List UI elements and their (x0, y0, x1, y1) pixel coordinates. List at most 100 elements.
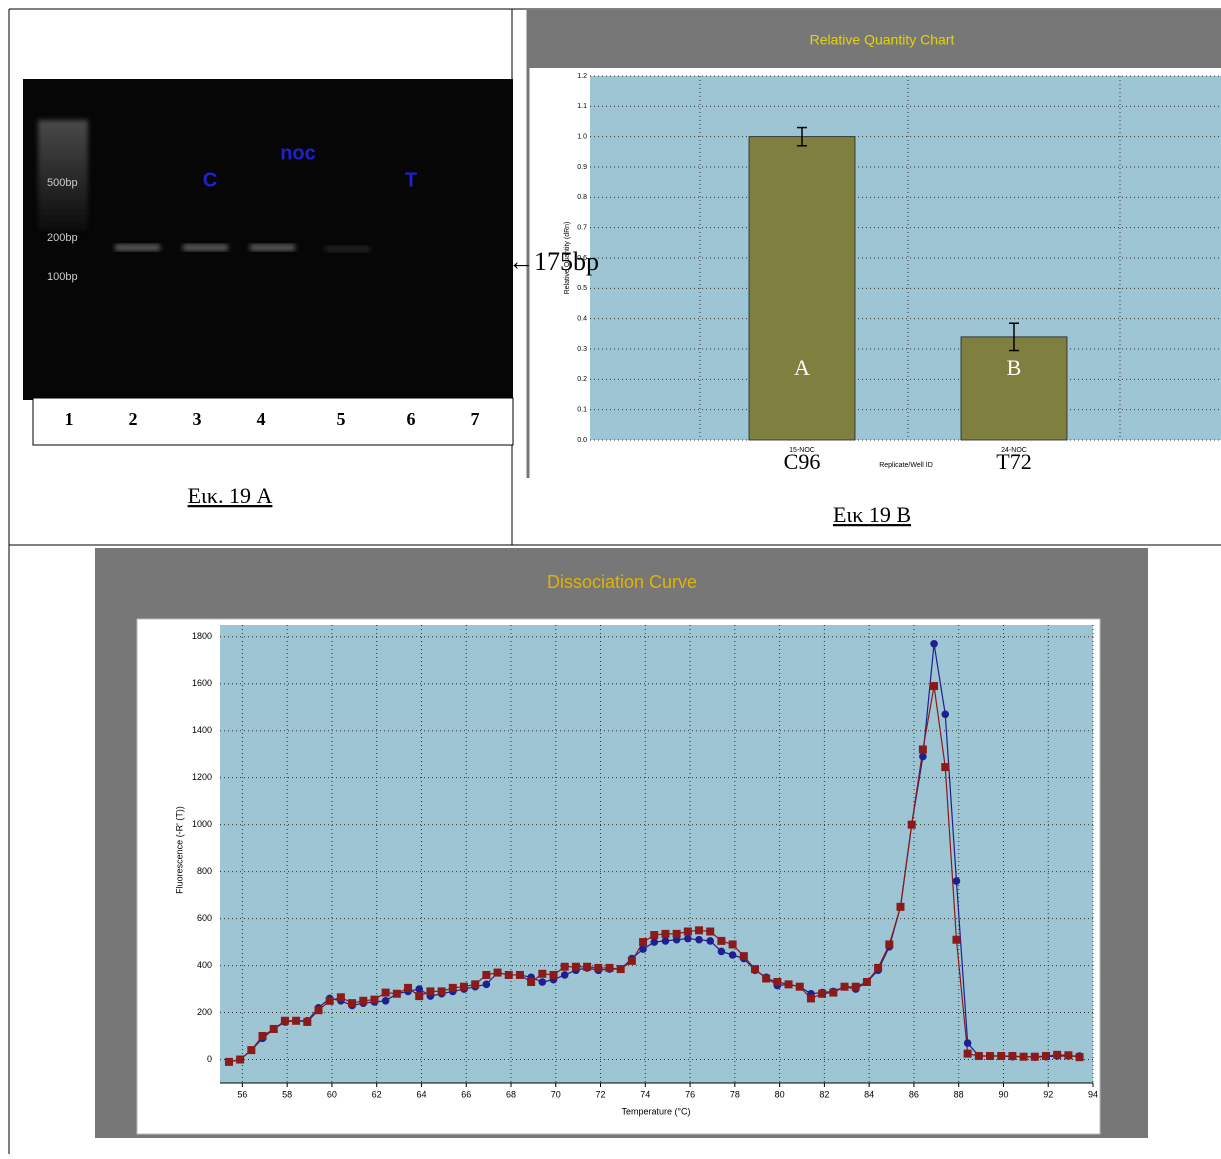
point (684, 928, 692, 936)
point (762, 974, 770, 982)
point (796, 983, 804, 991)
point (628, 957, 636, 965)
point (471, 980, 479, 988)
point (617, 965, 625, 973)
x-axis-label: Temperature (°C) (621, 1106, 690, 1116)
ladder-smear (38, 120, 88, 230)
point (941, 763, 949, 771)
bar (749, 137, 855, 440)
point (494, 969, 502, 977)
x-tick-label: 72 (596, 1089, 606, 1099)
point (292, 1017, 300, 1025)
point (841, 983, 849, 991)
x-tick-label: 64 (416, 1089, 426, 1099)
point (673, 930, 681, 938)
point (952, 936, 960, 944)
y-tick-label: 400 (197, 960, 212, 970)
y-axis-label: Relative Quantity (dRn) (564, 222, 571, 295)
y-tick-label: 0.4 (577, 316, 587, 323)
lane-number: 6 (407, 409, 416, 429)
point (1008, 1052, 1016, 1060)
gel-band (115, 244, 160, 251)
point (438, 987, 446, 995)
point (930, 682, 938, 690)
point (717, 937, 725, 945)
point (650, 931, 658, 939)
point (415, 985, 423, 993)
y-tick-label: 1600 (192, 678, 212, 688)
point (740, 952, 748, 960)
point (572, 963, 580, 971)
lane-number: 5 (337, 409, 346, 429)
y-tick-label: 0.9 (577, 164, 587, 171)
page: 500bp200bp100bpCnocT1234567←175bpΕικ. 19… (0, 0, 1221, 1154)
x-tick-label: 56 (237, 1089, 247, 1099)
point (695, 936, 703, 944)
y-tick-label: 0.1 (577, 407, 587, 414)
y-tick-label: 0.3 (577, 346, 587, 353)
x-tick-label: 84 (864, 1089, 874, 1099)
point (751, 965, 759, 973)
point (303, 1018, 311, 1026)
y-tick-label: 1.0 (577, 134, 587, 141)
point (1053, 1051, 1061, 1059)
sample-label: C96 (784, 449, 821, 474)
point (807, 994, 815, 1002)
point (236, 1056, 244, 1064)
point (997, 1052, 1005, 1060)
point (662, 937, 670, 945)
point (247, 1046, 255, 1054)
y-tick-label: 0.5 (577, 285, 587, 292)
point (908, 821, 916, 829)
x-tick-label: 70 (551, 1089, 561, 1099)
x-tick-label: 60 (327, 1089, 337, 1099)
point (785, 980, 793, 988)
point (919, 753, 927, 761)
point (359, 997, 367, 1005)
x-tick-label: 92 (1043, 1089, 1053, 1099)
point (326, 997, 334, 1005)
marker-label: 200bp (47, 232, 78, 244)
lane-number: 7 (471, 409, 480, 429)
marker-label: 100bp (47, 271, 78, 283)
caption: Εικ 19 B (833, 502, 911, 527)
point (1064, 1051, 1072, 1059)
point (539, 978, 547, 986)
y-tick-label: 600 (197, 913, 212, 923)
point (986, 1052, 994, 1060)
plot-area (220, 625, 1093, 1083)
point (482, 971, 490, 979)
lane-number: 1 (65, 409, 74, 429)
point (1020, 1053, 1028, 1061)
x-axis-label: Replicate/Well ID (879, 462, 933, 469)
point (415, 992, 423, 1000)
y-tick-label: 0.6 (577, 255, 587, 262)
caption: Εικ. 19 A (188, 483, 273, 508)
point (695, 926, 703, 934)
point (941, 710, 949, 718)
bar-label: B (1007, 355, 1022, 380)
gel-band (183, 244, 228, 251)
point (605, 964, 613, 972)
gel-band (250, 244, 295, 251)
point (650, 938, 658, 946)
y-tick-label: 1000 (192, 819, 212, 829)
x-tick-label: 90 (998, 1089, 1008, 1099)
lane-number: 3 (193, 409, 202, 429)
x-tick-label: 94 (1088, 1089, 1098, 1099)
point (281, 1017, 289, 1025)
point (661, 930, 669, 938)
point (225, 1058, 233, 1066)
point (874, 964, 882, 972)
point (718, 948, 726, 956)
bar-label: A (794, 355, 810, 380)
y-tick-label: 800 (197, 866, 212, 876)
y-tick-label: 0 (207, 1054, 212, 1064)
lane-mark: noc (280, 142, 316, 164)
point (885, 940, 893, 948)
point (426, 987, 434, 995)
x-tick-label: 88 (954, 1089, 964, 1099)
point (393, 990, 401, 998)
point (639, 938, 647, 946)
gel-band (325, 246, 370, 252)
